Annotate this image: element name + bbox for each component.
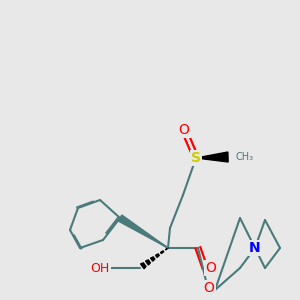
Polygon shape — [160, 251, 164, 253]
Polygon shape — [151, 257, 155, 261]
Polygon shape — [141, 263, 146, 269]
Polygon shape — [118, 215, 168, 248]
Text: CH₃: CH₃ — [236, 152, 254, 162]
Polygon shape — [156, 254, 159, 257]
Text: OH: OH — [90, 262, 110, 275]
Polygon shape — [166, 248, 168, 250]
Text: O: O — [178, 123, 189, 137]
Text: S: S — [191, 151, 201, 165]
Text: N: N — [249, 241, 261, 255]
Polygon shape — [146, 260, 150, 265]
Polygon shape — [196, 152, 228, 162]
Text: O: O — [206, 261, 216, 275]
Text: O: O — [204, 281, 214, 295]
